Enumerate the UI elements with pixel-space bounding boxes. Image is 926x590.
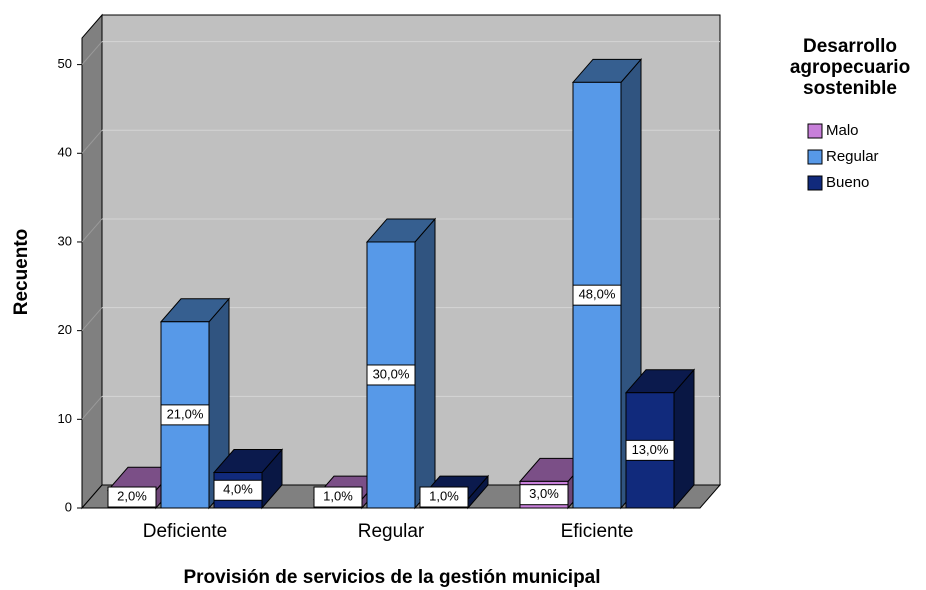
y-tick-label: 10 bbox=[58, 411, 72, 426]
grid-line bbox=[81, 41, 103, 65]
value-label-box bbox=[519, 484, 569, 506]
grid-line bbox=[81, 218, 103, 243]
value-label: 4,0% bbox=[223, 482, 253, 497]
value-label: 1,0% bbox=[429, 488, 459, 503]
legend-label: Malo bbox=[826, 122, 859, 139]
value-label-box bbox=[625, 439, 675, 461]
y-tick-label: 40 bbox=[58, 145, 72, 160]
grid-line bbox=[81, 307, 103, 331]
value-label-box bbox=[572, 284, 622, 306]
value-label-box bbox=[313, 486, 363, 508]
value-label: 13,0% bbox=[632, 442, 669, 457]
grid-line bbox=[81, 395, 103, 420]
value-label: 30,0% bbox=[373, 366, 410, 381]
y-tick-label: 30 bbox=[58, 233, 72, 248]
value-label-box bbox=[107, 486, 157, 508]
bar-side bbox=[673, 368, 695, 510]
bar-side bbox=[414, 217, 436, 510]
x-axis-title: Provisión de servicios de la gestión mun… bbox=[183, 567, 600, 588]
y-tick-label: 0 bbox=[65, 499, 72, 514]
value-label-box bbox=[160, 404, 210, 426]
x-tick-label: Deficiente bbox=[143, 521, 228, 542]
x-tick-label: Eficiente bbox=[561, 521, 634, 542]
value-label: 21,0% bbox=[167, 406, 204, 421]
legend-swatch bbox=[807, 175, 823, 191]
legend-title: Desarrollo agropecuario sostenible bbox=[789, 36, 911, 99]
y-axis-title: Recuento bbox=[11, 229, 32, 316]
legend-label: Regular bbox=[826, 148, 879, 165]
x-tick-label: Regular bbox=[358, 521, 425, 542]
value-label-box bbox=[213, 479, 263, 501]
value-label-box bbox=[366, 364, 416, 386]
y-tick-label: 20 bbox=[58, 322, 72, 337]
legend-swatch bbox=[807, 149, 823, 165]
left-wall bbox=[81, 13, 103, 510]
value-label: 48,0% bbox=[579, 287, 616, 302]
legend-swatch bbox=[807, 123, 823, 139]
value-label: 3,0% bbox=[529, 486, 559, 501]
grid-line bbox=[81, 129, 103, 154]
y-tick-label: 50 bbox=[58, 56, 72, 71]
value-label-box bbox=[419, 486, 469, 508]
value-label: 2,0% bbox=[117, 488, 147, 503]
legend-label: Bueno bbox=[826, 174, 869, 191]
value-label: 1,0% bbox=[323, 488, 353, 503]
